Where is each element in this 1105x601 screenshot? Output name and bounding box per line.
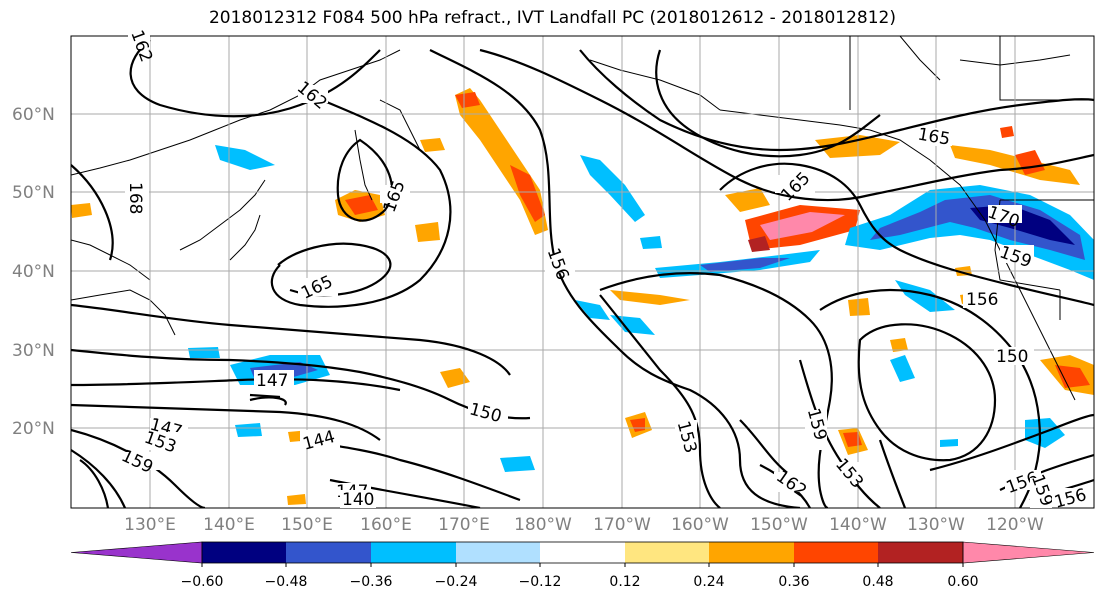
map-title: 2018012312 F084 500 hPa refract., IVT La…: [208, 8, 896, 28]
contour-label: 147: [256, 371, 288, 391]
coastlines: [71, 36, 1094, 401]
latitude-labels: 60°N 50°N 40°N 30°N 20°N: [12, 105, 55, 439]
colorbar-segment: [625, 542, 709, 563]
colorbar-tick-label: −0.60: [181, 574, 224, 590]
map-plot-area: [71, 36, 1094, 508]
lon-label: 120°W: [986, 515, 1044, 535]
lon-label: 130°E: [124, 515, 176, 535]
lon-label: 140°E: [203, 515, 255, 535]
contour-label: 140: [342, 490, 374, 510]
lat-label: 50°N: [12, 183, 55, 203]
lon-label: 180°W: [514, 515, 572, 535]
colorbar-segment: [878, 542, 963, 563]
lat-label: 40°N: [12, 262, 55, 282]
colorbar-tick-label: 0.24: [693, 574, 724, 590]
colorbar-tick-label: 0.48: [862, 574, 893, 590]
contour-label: 156: [966, 290, 998, 310]
lon-label: 150°E: [281, 515, 333, 535]
colorbar-segment: [456, 542, 540, 563]
colorbar-tick-label: −0.48: [265, 574, 308, 590]
colorbar-tick-label: −0.36: [350, 574, 393, 590]
colorbar-segment: [794, 542, 878, 563]
lon-label: 130°W: [907, 515, 965, 535]
lon-label: 160°E: [360, 515, 412, 535]
colorbar-segment: [962, 541, 1095, 564]
colorbar-segment: [202, 542, 286, 563]
colorbar-tick-label: 0.60: [947, 574, 978, 590]
colorbar: [70, 541, 1095, 567]
colorbar-segment: [371, 542, 456, 563]
positive-anomaly-shading: [71, 88, 1094, 505]
contour-label: 150: [996, 347, 1028, 367]
lon-label: 170°W: [593, 515, 651, 535]
lon-label: 140°W: [829, 515, 887, 535]
lat-label: 60°N: [12, 105, 55, 125]
graticule: [71, 36, 1094, 508]
colorbar-segment: [540, 542, 625, 563]
colorbar-tick-labels: −0.60 −0.48 −0.36 −0.24 −0.12 0.12 0.24 …: [181, 574, 979, 590]
colorbar-tick-label: −0.24: [435, 574, 478, 590]
lat-label: 30°N: [12, 341, 55, 361]
lon-label: 170°E: [438, 515, 490, 535]
lon-label: 160°W: [671, 515, 729, 535]
colorbar-segment: [286, 542, 371, 563]
longitude-labels: 130°E 140°E 150°E 160°E 170°E 180°W 170°…: [124, 515, 1044, 535]
colorbar-tick-label: 0.12: [609, 574, 640, 590]
colorbar-segment: [709, 542, 794, 563]
map-frame: [70, 35, 1095, 509]
contour-label: 168: [125, 182, 145, 214]
colorbar-outline: [201, 541, 964, 564]
lat-label: 20°N: [12, 419, 55, 439]
colorbar-segment: [70, 541, 203, 564]
colorbar-tick-label: 0.36: [778, 574, 809, 590]
colorbar-tick-label: −0.12: [519, 574, 562, 590]
lon-label: 150°W: [750, 515, 808, 535]
